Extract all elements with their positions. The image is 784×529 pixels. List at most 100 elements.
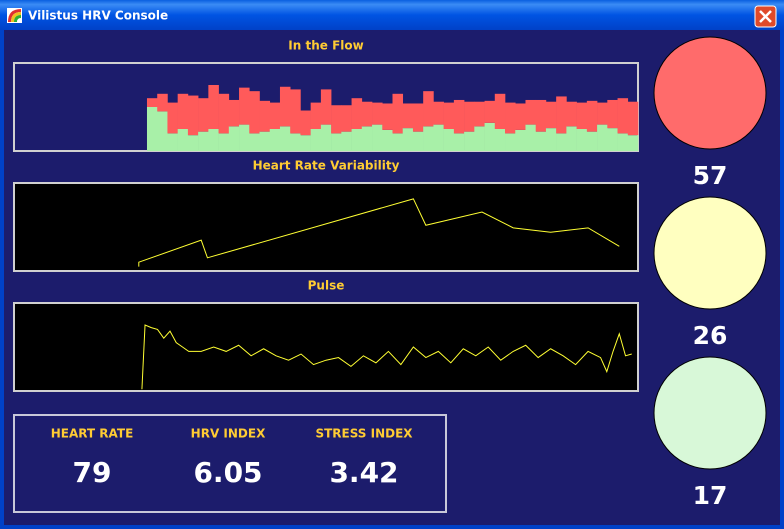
bar-segment — [310, 129, 322, 151]
bar-segment — [331, 133, 342, 151]
bar-segment — [361, 126, 373, 151]
stat-label: HEART RATE — [51, 427, 134, 441]
bar-segment — [249, 133, 260, 151]
bar-segment — [586, 100, 598, 132]
bar-segment — [157, 93, 168, 112]
bar-segment — [474, 101, 485, 127]
bar-segment — [198, 131, 209, 151]
bar-segment — [157, 111, 168, 151]
bar-segment — [443, 129, 455, 151]
bar-segment — [331, 105, 342, 134]
close-button[interactable] — [754, 5, 777, 28]
bar-segment — [208, 85, 219, 129]
bar-segment — [392, 93, 404, 134]
stat-value: 3.42 — [329, 456, 398, 489]
bar-segment — [208, 129, 219, 151]
bar-segment — [412, 131, 424, 151]
bar-segment — [300, 110, 311, 136]
bar-segment — [545, 101, 557, 129]
app-icon — [7, 8, 22, 23]
stat-value: 6.05 — [193, 456, 262, 489]
bar-segment — [586, 131, 598, 151]
chart-title: In the Flow — [288, 39, 363, 53]
bar-segment — [218, 133, 230, 151]
stat-value: 79 — [73, 456, 112, 489]
bar-segment — [320, 124, 332, 151]
bar-segment — [146, 107, 158, 151]
bar-segment — [535, 99, 547, 132]
bar-segment — [515, 103, 526, 130]
bar-segment — [392, 133, 404, 151]
bar-segment — [300, 135, 311, 151]
bar-segment — [310, 102, 322, 129]
bar-segment — [566, 126, 577, 151]
plot-area — [13, 302, 639, 392]
bar-segment — [627, 135, 639, 151]
bar-segment — [576, 102, 588, 129]
bar-segment — [617, 133, 629, 151]
bar-segment — [597, 124, 608, 151]
bar-segment — [372, 102, 383, 125]
bar-segment — [228, 126, 240, 151]
bar-segment — [341, 105, 352, 132]
bar-segment — [505, 133, 516, 151]
bar-segment — [484, 122, 496, 151]
bar-segment — [167, 102, 178, 134]
bar-segment — [597, 102, 608, 125]
indicator-light — [653, 196, 767, 310]
bar-segment — [525, 124, 537, 151]
bar-segment — [259, 100, 271, 132]
bar-segment — [443, 102, 455, 129]
bar-segment — [218, 93, 230, 134]
bar-segment — [341, 131, 352, 151]
stats-box — [13, 414, 447, 513]
bar-segment — [320, 89, 332, 125]
bar-segment — [484, 100, 496, 123]
indicator-value: 26 — [693, 321, 728, 350]
bar-segment — [494, 93, 506, 129]
bar-segment — [453, 133, 465, 151]
bar-segment — [279, 126, 291, 151]
bar-segment — [177, 129, 189, 151]
stat-label: HRV INDEX — [191, 427, 266, 441]
bar-segment — [617, 98, 629, 134]
indicator-value: 57 — [693, 161, 728, 190]
bar-segment — [464, 131, 475, 151]
title-bar — [0, 0, 784, 30]
window-title: Vilistus HRV Console — [28, 9, 168, 23]
bar-segment — [545, 128, 557, 151]
bar-segment — [269, 102, 281, 129]
bar-segment — [351, 98, 363, 129]
bar-segment — [423, 91, 434, 127]
bar-segment — [187, 135, 199, 151]
bar-segment — [249, 91, 260, 134]
bar-segment — [566, 101, 577, 127]
bar-segment — [627, 101, 639, 136]
chart-title: Heart Rate Variability — [253, 159, 400, 173]
bar-segment — [279, 86, 291, 127]
bar-segment — [269, 129, 281, 151]
indicator-light — [653, 356, 767, 470]
bar-segment — [290, 89, 301, 134]
bar-segment — [259, 131, 271, 151]
bar-segment — [474, 126, 485, 151]
indicator-value: 17 — [693, 481, 728, 510]
bar-segment — [505, 102, 516, 134]
bar-segment — [607, 128, 618, 151]
bar-segment — [239, 124, 250, 151]
bar-segment — [228, 99, 240, 127]
plot-area — [13, 182, 639, 272]
chart-title: Pulse — [308, 279, 345, 293]
bar-segment — [556, 133, 567, 151]
trace — [141, 324, 632, 390]
bar-segment — [402, 128, 414, 151]
bar-segment — [167, 133, 178, 151]
trace — [138, 198, 620, 267]
bar-segment — [464, 101, 475, 132]
bar-segment — [361, 101, 373, 127]
bar-segment — [187, 95, 199, 136]
bar-segment — [453, 99, 465, 134]
bar-segment — [177, 93, 189, 129]
bar-segment — [198, 98, 209, 132]
